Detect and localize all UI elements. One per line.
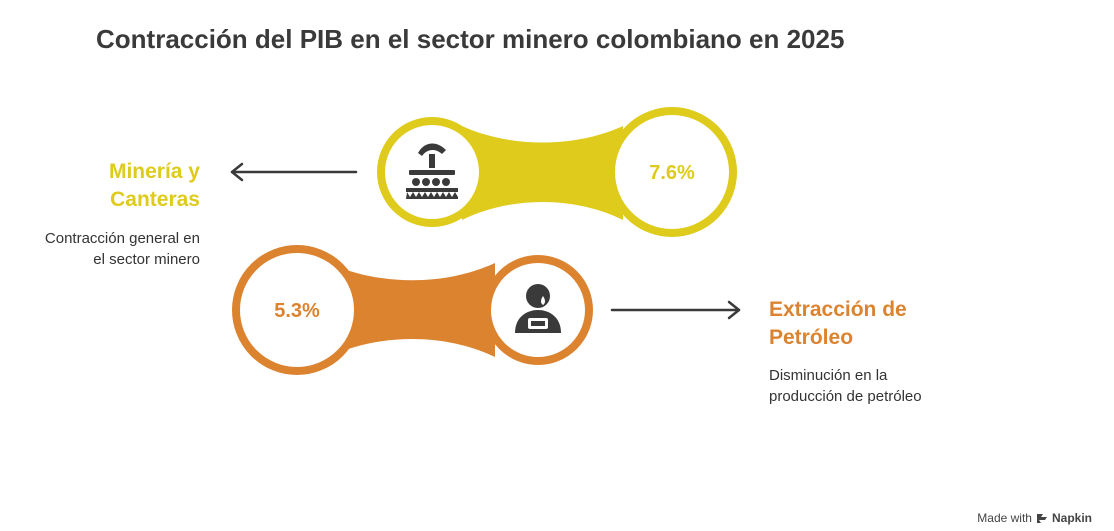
mining-value-circle (607, 107, 737, 237)
oil-worker-icon (515, 284, 561, 333)
mining-value: 7.6% (649, 162, 695, 184)
oil-description-line-1: Disminución en la (769, 367, 888, 384)
oil-label-line-2: Petróleo (769, 326, 854, 349)
mining-description-line-1: Contracción general en (44, 230, 200, 247)
mining-description: Contracción general en el sector minero (45, 228, 200, 270)
oil-description: Disminución en la producción de petróleo (769, 365, 922, 407)
mining-description-line-2: el sector minero (93, 251, 200, 268)
mining-icon (406, 143, 458, 199)
watermark-prefix: Made with (977, 511, 1032, 525)
oil-value: 5.3% (274, 300, 320, 322)
oil-value-circle (232, 245, 362, 375)
napkin-logo-icon (1036, 514, 1047, 523)
watermark[interactable]: Made with Napkin (977, 511, 1092, 525)
watermark-brand: Napkin (1051, 511, 1092, 525)
mining-arrow (230, 162, 358, 182)
mining-label: Minería y Canteras (109, 158, 200, 214)
mining-connector (462, 126, 623, 220)
page-title: Contracción del PIB en el sector minero … (96, 24, 845, 54)
mining-label-line-2: Canteras (110, 188, 200, 211)
oil-connector (328, 263, 495, 357)
oil-label-line-1: Extracción de (769, 298, 907, 321)
oil-arrow (610, 300, 741, 320)
mining-label-line-1: Minería y (108, 160, 200, 183)
oil-description-line-2: producción de petróleo (769, 388, 922, 405)
oil-label: Extracción de Petróleo (769, 296, 907, 352)
